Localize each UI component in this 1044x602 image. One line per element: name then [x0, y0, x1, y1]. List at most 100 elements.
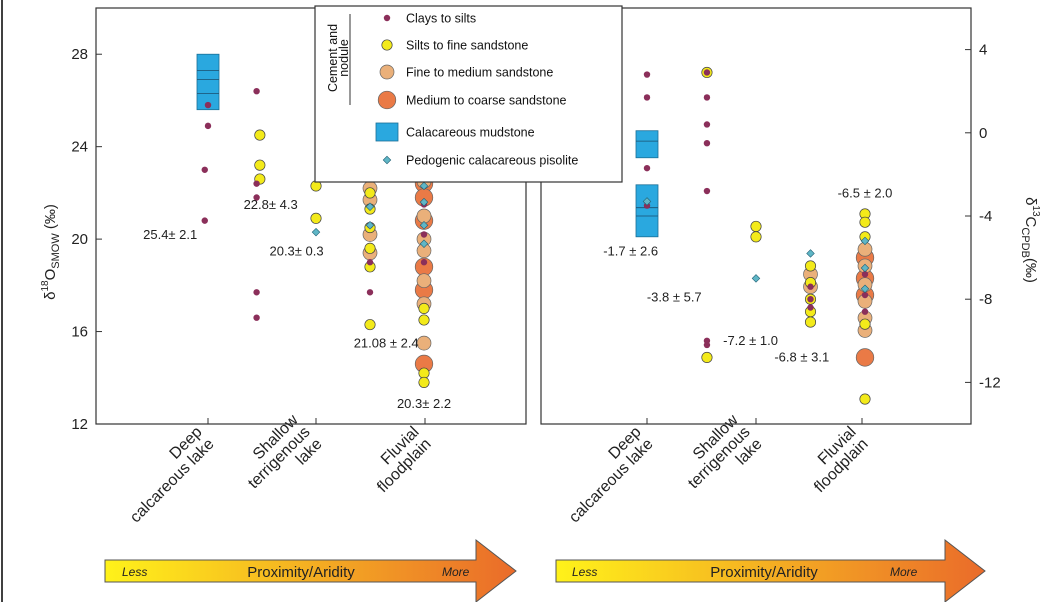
- left-ylabel-sub: SMOW: [50, 233, 62, 269]
- silts-data-point: [364, 242, 376, 254]
- silts-data-point: [418, 314, 430, 326]
- pisolite-data-point: [419, 221, 429, 230]
- right-ylabel-main: δ: [1022, 197, 1039, 205]
- mean-sd-annotation: 20.3± 0.3: [269, 243, 323, 258]
- legend-item-label: Pedogenic calacareous pisolite: [406, 154, 578, 168]
- right-points-group: [642, 66, 875, 405]
- mean-sd-annotation: -7.2 ± 1.0: [723, 333, 778, 348]
- legend-marker-medium: [377, 90, 397, 110]
- legend-group-label-1: Cement and: [326, 24, 340, 92]
- pisolite-data-point: [311, 227, 321, 237]
- mean-sd-annotation: 21.08 ± 2.4: [354, 336, 419, 351]
- right-y-axis-title: δ13CCPDB(‰): [1019, 197, 1041, 283]
- calcareous-mudstone-box: [635, 130, 659, 159]
- left-y-tick-label: 24: [71, 139, 88, 156]
- pisolite-data-point: [419, 197, 429, 207]
- clays-data-point: [643, 164, 651, 172]
- right-ylabel-sup: 13: [1030, 205, 1041, 217]
- right-arrow-more: More: [890, 565, 918, 579]
- mean-sd-annotation: 25.4± 2.1: [143, 227, 197, 242]
- right-arrow-shape: [555, 538, 986, 602]
- pisolite-data-point: [860, 284, 870, 294]
- clays-data-point: [366, 289, 374, 296]
- left-plot-frame: [95, 7, 527, 425]
- legend-marker-clays: [383, 14, 391, 22]
- left-ylabel-sup: 18: [40, 280, 51, 292]
- silts-data-point: [310, 212, 322, 224]
- left-ylabel-base: O: [42, 269, 59, 281]
- right-y-ticks: -12 -8 -4 0 4: [646, 42, 1001, 424]
- left-proximity-arrow: Less Proximity/Aridity More: [104, 538, 517, 602]
- clays-data-point: [366, 259, 374, 266]
- clays-data-point: [204, 101, 212, 109]
- left-y-tick-label: 28: [71, 46, 88, 63]
- silts-data-point: [364, 319, 376, 331]
- mean-sd-annotation: -1.7 ± 2.6: [603, 244, 658, 259]
- fine-data-point: [416, 273, 432, 289]
- left-ylabel-unit: (‰): [42, 204, 59, 233]
- left-y-tick-label: 16: [71, 324, 88, 341]
- pisolite-data-point: [365, 202, 375, 211]
- right-y-tick-label: 0: [979, 125, 987, 142]
- right-arrow-less: Less: [572, 565, 597, 579]
- right-annotations: -1.7 ± 2.6 -3.8 ± 5.7 -7.2 ± 1.0 -6.8 ± 3.1…: [603, 185, 892, 364]
- silts-data-point: [418, 367, 430, 379]
- left-arrow-more: More: [442, 565, 470, 579]
- right-y-tick-label: -8: [979, 291, 992, 308]
- clays-data-point: [861, 308, 869, 315]
- clays-data-point: [643, 71, 651, 78]
- silts-data-point: [859, 393, 871, 405]
- mean-sd-annotation: -6.5 ± 2.0: [838, 185, 893, 200]
- clays-data-point: [861, 291, 869, 299]
- legend-group-label-2: nodule: [337, 39, 351, 77]
- clays-data-point: [807, 304, 814, 311]
- pisolite-data-point: [751, 274, 761, 283]
- legend-marker-pisolite: [382, 155, 392, 165]
- legend-item-label: Clays to silts: [406, 12, 476, 26]
- pisolite-data-point: [860, 263, 870, 273]
- legend-frame: [314, 5, 623, 183]
- clays-data-point: [703, 94, 711, 101]
- clays-data-point: [253, 289, 260, 296]
- left-y-axis-title: δ18OSMOW (‰): [40, 204, 62, 300]
- silts-data-point: [804, 316, 817, 328]
- legend-item-label: Medium to coarse sandstone: [406, 94, 567, 108]
- pisolite-data-point: [419, 181, 429, 191]
- left-y-tick-label: 12: [71, 416, 88, 433]
- legend-marker-silts: [381, 39, 393, 51]
- silts-data-point: [804, 260, 817, 272]
- pisolite-data-point: [860, 236, 870, 246]
- pisolite-data-point: [642, 197, 652, 206]
- clays-data-point: [861, 271, 869, 278]
- pisolite-data-point: [419, 239, 429, 248]
- clays-data-point: [420, 231, 428, 238]
- silts-data-point: [859, 216, 871, 228]
- calcareous-mudstone-box: [635, 184, 659, 238]
- left-arrow-center: Proximity/Aridity: [247, 564, 355, 581]
- calcareous-mudstone-box: [196, 53, 220, 111]
- legend: Cement and nodule Clays to silts Silts to…: [314, 5, 623, 183]
- right-arrow-center: Proximity/Aridity: [710, 564, 818, 581]
- left-y-ticks: 12 16 20 24 28: [71, 46, 426, 433]
- right-y-tick-label: -12: [979, 374, 1001, 391]
- silts-data-point: [750, 220, 762, 232]
- medium-data-point: [855, 348, 875, 367]
- clays-data-point: [703, 140, 711, 147]
- clays-data-point: [253, 180, 260, 187]
- right-box-group: [635, 130, 659, 238]
- right-y-tick-label: -4: [979, 208, 992, 225]
- legend-item-label: Fine to medium sandstone: [406, 66, 553, 80]
- fine-data-point: [416, 335, 432, 351]
- left-y-tick-label: 20: [71, 231, 88, 248]
- mean-sd-annotation: 22.8± 4.3: [244, 197, 298, 212]
- silts-data-point: [701, 351, 713, 363]
- legend-item-label: Calacareous mudstone: [406, 126, 535, 140]
- clays-data-point: [703, 187, 711, 195]
- silts-data-point: [750, 231, 762, 243]
